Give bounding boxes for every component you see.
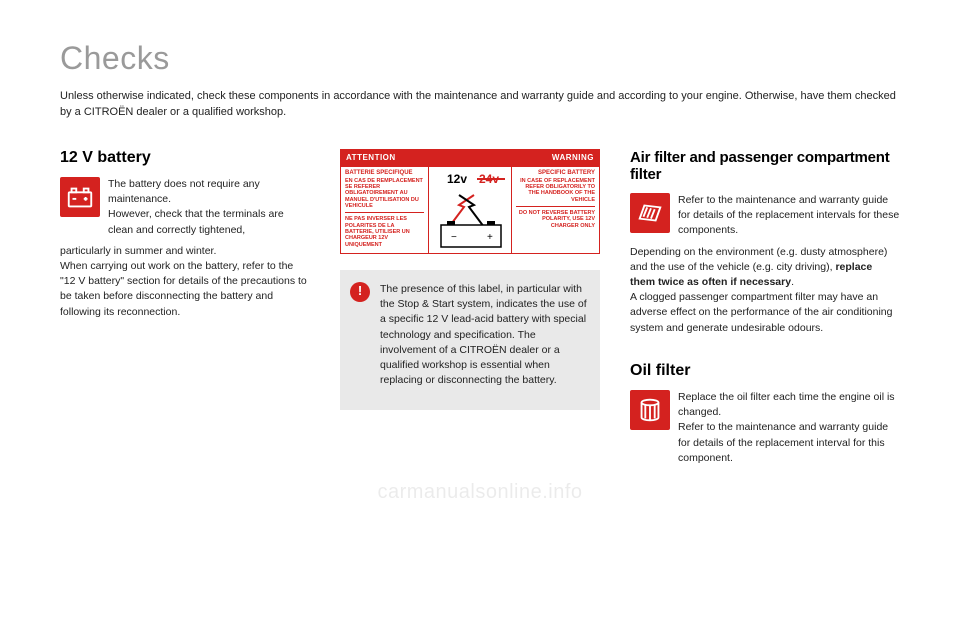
oil-filter-p1: Replace the oil filter each time the eng…	[678, 391, 895, 418]
battery-p1: The battery does not require any mainten…	[108, 178, 260, 205]
label-warning: WARNING	[470, 149, 600, 167]
col-battery: 12 V battery The battery does not requir…	[60, 149, 310, 492]
battery-text-indent: The battery does not require any mainten…	[108, 177, 310, 238]
label-center-graphic: 12v 24v − +	[428, 167, 512, 253]
oil-filter-icon	[630, 390, 670, 430]
col-middle: ATTENTION WARNING BATTERIE SPECIFIQUE EN…	[340, 149, 600, 492]
battery-icon	[60, 177, 100, 217]
battery-p3: particularly in summer and winter.	[60, 244, 310, 259]
oil-filter-p2: Refer to the maintenance and warranty gu…	[678, 421, 888, 463]
section-battery: 12 V battery The battery does not requir…	[60, 149, 310, 320]
air-filter-icon-block: Refer to the maintenance and warranty gu…	[630, 193, 900, 239]
page-title: Checks	[60, 40, 900, 77]
battery-icon-block: The battery does not require any mainten…	[60, 177, 310, 238]
section-air-filter: Air filter and passenger compartment fil…	[630, 149, 900, 336]
label-french: BATTERIE SPECIFIQUE EN CAS DE REMPLACEME…	[341, 167, 428, 253]
intro-text: Unless otherwise indicated, check these …	[60, 89, 900, 121]
air-filter-heading: Air filter and passenger compartment fil…	[630, 149, 900, 183]
label-body: BATTERIE SPECIFIQUE EN CAS DE REMPLACEME…	[340, 167, 600, 254]
callout-box: The presence of this label, in particula…	[340, 270, 600, 410]
battery-p2: However, check that the terminals are cl…	[108, 208, 284, 235]
air-filter-p1: Refer to the maintenance and warranty gu…	[678, 193, 900, 239]
svg-text:−: −	[451, 232, 457, 243]
label-fr-l1: EN CAS DE REMPLACEMENT SE REFERER OBLIGA…	[345, 178, 423, 209]
columns: 12 V battery The battery does not requir…	[60, 149, 900, 492]
oil-filter-text: Replace the oil filter each time the eng…	[678, 390, 900, 466]
label-attention: ATTENTION	[340, 149, 470, 167]
warning-label-graphic: ATTENTION WARNING BATTERIE SPECIFIQUE EN…	[340, 149, 600, 254]
air-filter-p3: A clogged passenger compartment filter m…	[630, 290, 900, 336]
air-filter-p2c: .	[791, 276, 794, 288]
label-fr-head2: NE PAS INVERSER LES POLARITES DE LA BATT…	[345, 216, 410, 247]
section-oil-filter: Oil filter Replace the oil filter each t…	[630, 362, 900, 466]
oil-filter-heading: Oil filter	[630, 362, 900, 380]
label-12v: 12v	[447, 172, 467, 186]
label-english: SPECIFIC BATTERY IN CASE OF REPLACEMENT …	[512, 167, 599, 253]
label-en-l1: IN CASE OF REPLACEMENT REFER OBLIGATORIL…	[520, 178, 595, 203]
battery-p4: When carrying out work on the battery, r…	[60, 259, 310, 320]
label-header: ATTENTION WARNING	[340, 149, 600, 167]
page: Checks Unless otherwise indicated, check…	[0, 0, 960, 522]
svg-text:+: +	[487, 232, 493, 243]
oil-filter-icon-block: Replace the oil filter each time the eng…	[630, 390, 900, 466]
label-en-head: SPECIFIC BATTERY	[516, 170, 595, 177]
air-filter-icon	[630, 193, 670, 233]
label-en-head2: DO NOT REVERSE BATTERY POLARITY, USE 12V…	[519, 210, 595, 229]
col-right: Air filter and passenger compartment fil…	[630, 149, 900, 492]
label-fr-head: BATTERIE SPECIFIQUE	[345, 170, 424, 177]
air-filter-p2: Depending on the environment (e.g. dusty…	[630, 245, 900, 291]
callout-text: The presence of this label, in particula…	[380, 283, 587, 386]
battery-heading: 12 V battery	[60, 149, 310, 167]
exclamation-icon	[350, 282, 370, 302]
